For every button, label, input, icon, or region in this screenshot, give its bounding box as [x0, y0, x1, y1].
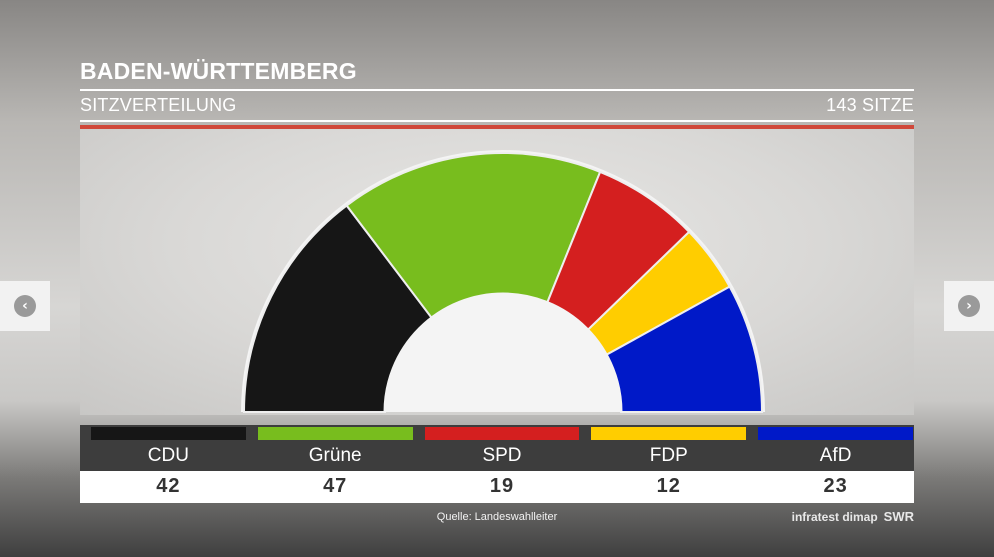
legend-label-fdp: FDP — [649, 445, 688, 466]
legend-label-row: CDU Grüne SPD FDP AfD — [80, 425, 914, 471]
legend-value-spd: 19 — [489, 475, 515, 497]
seat-distribution-chart — [241, 150, 765, 413]
credit: infratest dimap SWR — [792, 509, 914, 524]
legend-value-grüne: 47 — [323, 475, 348, 497]
title-divider — [80, 89, 914, 91]
chevron-right-icon: › — [958, 295, 980, 317]
legend-value-row: 42 47 19 12 23 — [80, 471, 914, 503]
legend-label-spd: SPD — [482, 445, 522, 466]
party-legend: CDU Grüne SPD FDP AfD 42 47 19 12 23 — [80, 425, 914, 503]
chevron-left-icon: ‹ — [14, 295, 36, 317]
legend-swatch-grüne — [257, 427, 413, 440]
legend-swatch-spd — [424, 427, 580, 440]
chart-subtitle: SITZVERTEILUNG — [80, 95, 237, 115]
legend-value-afd: 23 — [823, 475, 848, 497]
swr-logo: SWR — [883, 509, 914, 524]
legend-value-cdu: 42 — [156, 475, 181, 497]
plot-area — [80, 129, 914, 415]
next-button[interactable]: › — [944, 281, 994, 331]
subtitle-divider — [80, 120, 914, 122]
page-title: BADEN-WÜRTTEMBERG — [80, 58, 357, 84]
accent-divider — [80, 125, 914, 129]
legend-label-grüne: Grüne — [308, 445, 362, 466]
legend-swatch-fdp — [591, 427, 747, 440]
prev-button[interactable]: ‹ — [0, 281, 50, 331]
source-note: Quelle: Landeswahlleiter — [436, 511, 558, 523]
seats-total: 143 SITZE — [826, 95, 914, 115]
legend-swatch-cdu — [91, 427, 246, 440]
legend-value-fdp: 12 — [656, 475, 681, 497]
credit-text: infratest dimap — [791, 510, 878, 524]
legend-label-afd: AfD — [819, 445, 852, 466]
legend-swatch-afd — [758, 427, 913, 440]
chart-inner-rim — [383, 292, 623, 413]
legend-label-cdu: CDU — [147, 445, 189, 466]
